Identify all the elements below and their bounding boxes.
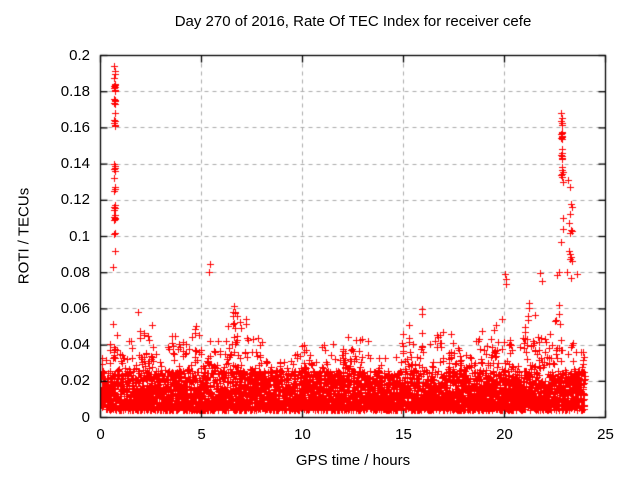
y-tick-label: 0.06 [60,299,90,317]
y-tick-label: 0.12 [60,191,90,209]
y-tick-label: 0.08 [60,263,90,281]
x-tick-labels: 0 5 10 15 20 25 [0,426,640,446]
x-tick-label: 20 [496,426,513,443]
y-tick-label: 0 [81,408,90,426]
y-tick-label: 0.2 [69,46,90,64]
y-tick-label: 0.16 [60,118,90,136]
y-tick-label: 0.04 [60,336,90,354]
y-tick-label: 0.02 [60,372,90,390]
y-tick-label: 0.1 [69,227,90,245]
x-tick-label: 5 [197,426,206,443]
x-tick-label: 0 [96,426,105,443]
y-tick-label: 0.18 [60,82,90,100]
y-tick-label: 0.14 [60,155,90,173]
x-tick-label: 15 [395,426,412,443]
x-tick-label: 10 [294,426,311,443]
x-axis-label: GPS time / hours [295,452,411,469]
x-tick-label: 25 [597,426,614,443]
y-tick-labels: 0 0.02 0.04 0.06 0.08 0.1 0.12 0.14 0.16 0.18 0.2 [0,0,90,480]
chart-title: Day 270 of 2016, Rate Of TEC Index for r… [174,13,532,30]
